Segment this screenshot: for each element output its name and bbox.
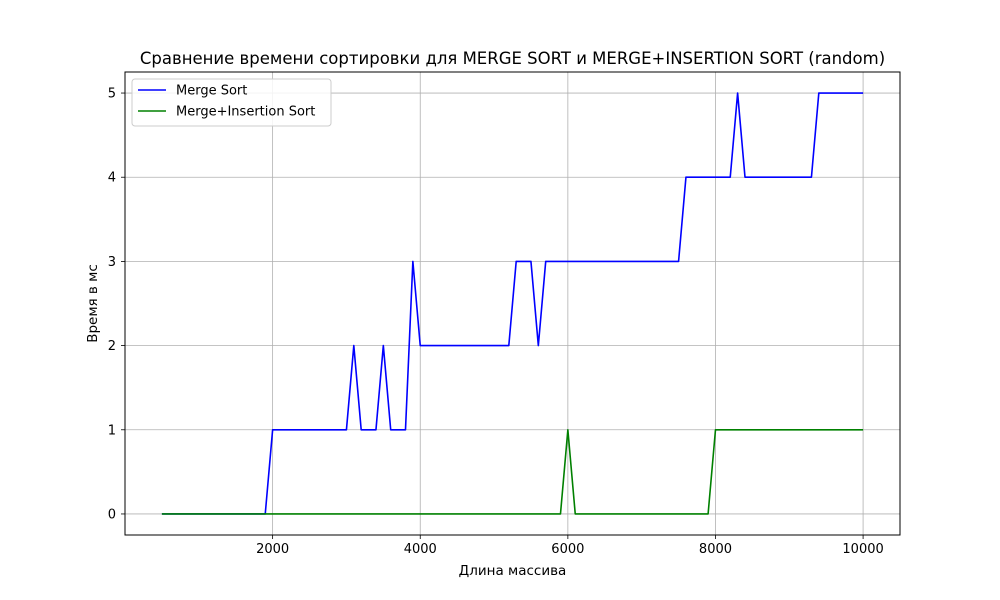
y-tick-label: 2 [108, 339, 116, 354]
y-tick-label: 4 [108, 171, 116, 186]
legend-label-2: Merge+Insertion Sort [176, 105, 315, 120]
y-tick-label: 1 [108, 423, 116, 438]
x-tick-label: 6000 [551, 542, 584, 557]
x-axis-label: Длина массива [459, 563, 567, 579]
x-tick-label: 4000 [404, 542, 437, 557]
series-line-1 [161, 92, 864, 515]
x-tick-label: 10000 [842, 542, 883, 557]
y-tick-label: 5 [108, 87, 116, 102]
legend-box [131, 78, 332, 127]
y-tick-label: 0 [108, 507, 116, 522]
legend: Merge Sort Merge+Insertion Sort [131, 78, 332, 127]
series-line-2 [161, 428, 864, 515]
legend-label-1: Merge Sort [176, 84, 247, 99]
y-tick-label: 3 [108, 255, 116, 270]
x-tick-label: 2000 [256, 542, 289, 557]
series-layer [161, 92, 864, 515]
chart-title: Сравнение времени сортировки для MERGE S… [140, 49, 885, 68]
plot-frame [124, 71, 901, 536]
ticks: 2000 4000 6000 8000 10000 0 1 2 3 4 5 [108, 87, 884, 557]
x-tick-label: 8000 [699, 542, 732, 557]
y-axis-label: Время в мс [85, 264, 101, 343]
